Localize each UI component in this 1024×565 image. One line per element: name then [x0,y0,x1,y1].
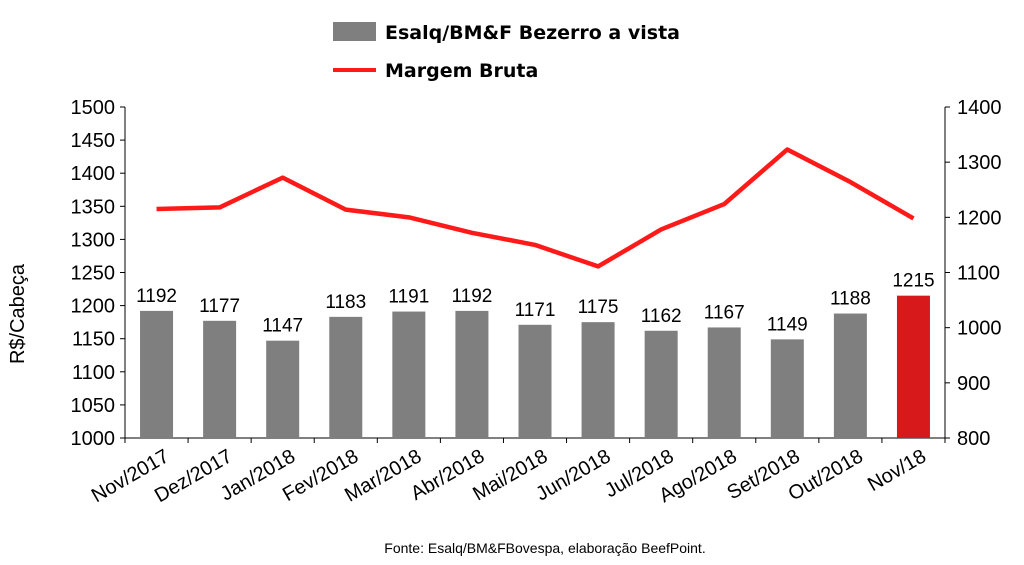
legend-label-line: Margem Bruta [385,60,538,82]
y-tick-label: 1450 [71,130,116,152]
bar [140,310,174,438]
bar-value-label: 1162 [641,306,682,327]
bar-value-label: 1183 [325,292,366,313]
bar [455,310,489,438]
bar-value-label: 1149 [767,314,808,335]
category-labels: Nov/2017Dez/2017Jan/2018Fev/2018Mar/2018… [88,445,930,507]
bar [707,327,741,438]
y-tick-label: 1100 [72,362,115,384]
bar-value-label: 1175 [578,297,619,318]
y-axis-title: R$/Cabeça [7,263,29,364]
x-category-label: Nov/18 [864,445,930,496]
y2-tick-label: 1400 [957,97,1002,119]
bar-value-label: 1147 [262,316,303,337]
bar-value-label: 1192 [136,286,177,307]
y2-tick-label: 1200 [957,207,1002,229]
margin-line [156,147,915,269]
bar-value-label: 1177 [199,296,240,317]
bar-value-label: 1192 [451,286,492,307]
legend: Esalq/BM&F Bezerro a vista Margem Bruta [333,22,680,82]
margin-line-path [156,147,915,269]
bar [329,316,363,438]
bar [644,330,678,438]
bar [833,313,867,438]
y2-tick-label: 1100 [957,263,1000,285]
y2-tick-label: 1000 [957,318,1002,340]
bar [581,322,615,438]
bar [518,324,552,438]
y2-tick-label: 900 [957,373,990,395]
y2-tick-label: 1300 [957,152,1002,174]
bar [203,320,237,438]
source-note: Fonte: Esalq/BM&FBovespa, elaboração Bee… [384,540,705,556]
bar [392,311,426,438]
y-tick-label: 1350 [71,196,116,218]
bar-value-label: 1167 [704,302,745,323]
bar-value-label: 1191 [388,287,429,308]
y-tick-label: 1200 [71,296,116,318]
bar [266,340,300,438]
bar-labels: 1192 1177 1147 1183 1191 1192 1171 1175 1162 1167… [136,271,934,337]
y2-tick-label: 800 [957,428,990,450]
bar [770,339,804,438]
axes: 1000 1050 1100 1150 1200 1250 1300 1350 1400 1450… [71,97,1002,450]
bar [896,295,930,438]
y-tick-label: 1400 [71,163,116,185]
y-tick-label: 1000 [71,428,116,450]
y-tick-label: 1300 [71,229,116,251]
legend-label-bar: Esalq/BM&F Bezerro a vista [385,22,680,44]
y-tick-label: 1150 [72,329,115,351]
bars [140,295,930,438]
y-tick-label: 1500 [71,97,116,119]
bar-value-label: 1171 [515,300,556,321]
legend-swatch-bar [333,22,376,41]
y-tick-label: 1050 [71,395,116,417]
y-tick-label: 1250 [71,263,116,285]
bar-value-label: 1188 [830,289,871,310]
bar-value-label: 1215 [892,271,934,292]
